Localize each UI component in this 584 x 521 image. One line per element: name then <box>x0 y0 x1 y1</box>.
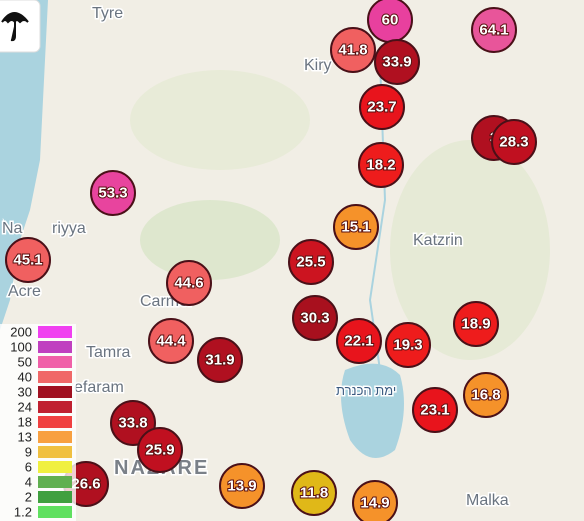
legend-swatch <box>38 341 72 353</box>
station-value: 60 <box>382 12 399 29</box>
station-marker[interactable] <box>491 119 537 165</box>
station-value: 53.3 <box>98 185 127 202</box>
station-marker[interactable] <box>148 318 194 364</box>
station-value: 25.5 <box>296 254 325 271</box>
station-marker[interactable] <box>5 237 51 283</box>
legend-label: 200 <box>10 325 32 340</box>
station-marker[interactable] <box>385 322 431 368</box>
place-label: riyya <box>52 220 86 237</box>
station-marker[interactable] <box>374 39 420 85</box>
station-value: 22.1 <box>344 333 373 350</box>
place-label: Kiry <box>304 57 332 74</box>
station-value: 41.8 <box>338 42 367 59</box>
legend-label: 9 <box>25 445 32 460</box>
station-value: 23.1 <box>420 402 449 419</box>
station-marker[interactable] <box>197 337 243 383</box>
umbrella-icon <box>1 12 29 42</box>
legend-label: 100 <box>10 340 32 355</box>
station-marker[interactable] <box>412 387 458 433</box>
station-value: 26.6 <box>71 476 100 493</box>
station-value: 25.9 <box>145 442 174 459</box>
green-area <box>390 140 550 360</box>
station-marker[interactable] <box>90 170 136 216</box>
station-value: 13.9 <box>227 478 256 495</box>
lake <box>341 363 404 458</box>
place-label: Acre <box>8 283 41 300</box>
legend-label: 50 <box>18 355 32 370</box>
station-marker[interactable] <box>288 239 334 285</box>
legend-swatch <box>38 461 72 473</box>
station-value: 64.1 <box>479 22 508 39</box>
station-value: 18.9 <box>461 316 490 333</box>
station-marker[interactable] <box>453 301 499 347</box>
legend-label: 24 <box>18 400 32 415</box>
station-value: 33.8 <box>118 415 147 432</box>
legend-swatch <box>38 506 72 518</box>
station-value: 31.9 <box>205 352 234 369</box>
legend-label: 30 <box>18 385 32 400</box>
place-label: efaram <box>74 379 124 396</box>
station-value: 33.9 <box>382 54 411 71</box>
place-label: Tyre <box>92 5 123 22</box>
station-marker[interactable] <box>336 318 382 364</box>
legend-swatch <box>38 386 72 398</box>
station-value: 30.3 <box>300 310 329 327</box>
station-value: 18.2 <box>366 157 395 174</box>
station-marker[interactable] <box>333 204 379 250</box>
green-area <box>130 70 310 170</box>
legend-swatch <box>38 371 72 383</box>
legend-label: 1.2 <box>14 505 32 520</box>
legend-swatch <box>38 401 72 413</box>
legend-label: 4 <box>25 475 32 490</box>
station-value: 44.6 <box>174 275 203 292</box>
place-label: Tamra <box>86 344 131 361</box>
station-value: 28.3 <box>499 134 528 151</box>
legend-swatch <box>38 356 72 368</box>
station-value: 44.4 <box>156 333 186 350</box>
station-value: 45.1 <box>13 252 42 269</box>
legend-label: 13 <box>18 430 32 445</box>
place-label: Katzrin <box>413 232 463 249</box>
station-value: 19.3 <box>393 337 422 354</box>
station-marker[interactable] <box>292 295 338 341</box>
umbrella-button[interactable] <box>0 0 41 53</box>
place-label: ימת הכנרת <box>336 383 396 398</box>
place-label: Na <box>2 220 23 237</box>
station-marker[interactable] <box>358 142 404 188</box>
station-marker[interactable] <box>471 7 517 53</box>
place-label: Malka <box>466 492 509 509</box>
legend-swatch <box>38 491 72 503</box>
station-marker[interactable] <box>330 27 376 73</box>
legend-swatch <box>38 476 72 488</box>
legend-label: 2 <box>25 490 32 505</box>
legend-swatch <box>38 431 72 443</box>
legend-label: 18 <box>18 415 32 430</box>
station-marker[interactable] <box>463 372 509 418</box>
legend-label: 6 <box>25 460 32 475</box>
legend-swatch <box>38 446 72 458</box>
green-area <box>140 200 280 280</box>
station-marker[interactable] <box>359 84 405 130</box>
station-value: 11.8 <box>300 485 328 502</box>
station-value: 15.1 <box>341 219 370 236</box>
legend-swatch <box>38 416 72 428</box>
station-marker[interactable] <box>352 480 398 521</box>
station-marker[interactable] <box>137 427 183 473</box>
station-value: 16.8 <box>471 387 500 404</box>
station-marker[interactable] <box>166 260 212 306</box>
station-value: 14.9 <box>360 495 389 512</box>
station-marker[interactable] <box>291 470 337 516</box>
station-marker[interactable] <box>219 463 265 509</box>
legend-label: 40 <box>18 370 32 385</box>
station-value: 23.7 <box>367 99 396 116</box>
legend-swatch <box>38 326 72 338</box>
